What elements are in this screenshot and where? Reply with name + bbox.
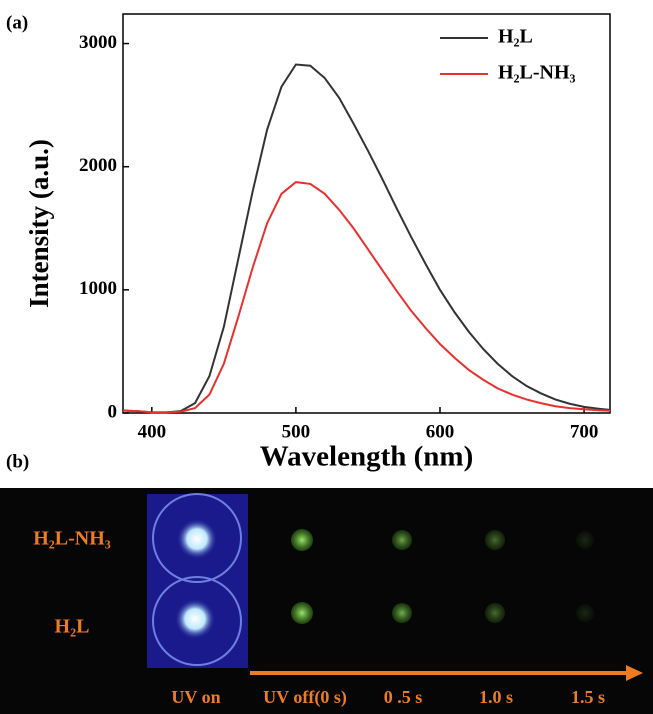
glow-spot	[175, 599, 215, 639]
time-label: UV off(0 s)	[263, 687, 347, 708]
x-tick-label: 700	[570, 421, 599, 442]
y-tick-label: 0	[108, 401, 118, 422]
line-series	[122, 63, 611, 414]
row-label: H₂L-NH₃	[33, 528, 111, 550]
spot	[291, 602, 313, 624]
y-tick-label: 2000	[79, 155, 117, 176]
arrow-head	[626, 665, 643, 681]
spot	[576, 604, 594, 622]
y-tick-label: 3000	[79, 32, 117, 53]
plot-frame	[122, 13, 611, 414]
y-tick-label: 1000	[79, 278, 117, 299]
dish	[152, 576, 242, 666]
legend-label: H₂L	[498, 26, 533, 48]
panel-label: (a)	[6, 12, 28, 33]
afterglow-spots	[291, 529, 594, 624]
panel-label: (b)	[6, 451, 29, 472]
spot	[485, 603, 505, 623]
dish	[152, 493, 242, 583]
x-tick-label: 600	[426, 421, 455, 442]
spot	[392, 603, 412, 623]
y-axis-label: Intensity (a.u.)	[24, 139, 54, 308]
time-label: 1.5 s	[571, 687, 605, 707]
glow-spot	[177, 519, 217, 559]
spot	[485, 530, 505, 550]
x-axis-label: Wavelength (nm)	[260, 441, 473, 473]
x-tick-label: 500	[282, 421, 311, 442]
spot	[392, 530, 412, 550]
line-series	[122, 181, 611, 414]
spot	[576, 531, 594, 549]
row-label: H₂L	[55, 616, 90, 638]
time-label: 1.0 s	[479, 687, 513, 707]
x-tick-label: 400	[138, 421, 167, 442]
legend-label: H₂L-NH₃	[498, 62, 576, 84]
time-label: UV on	[171, 687, 220, 707]
spot	[291, 529, 313, 551]
photo-background	[0, 488, 653, 714]
time-label: 0 .5 s	[384, 687, 423, 707]
